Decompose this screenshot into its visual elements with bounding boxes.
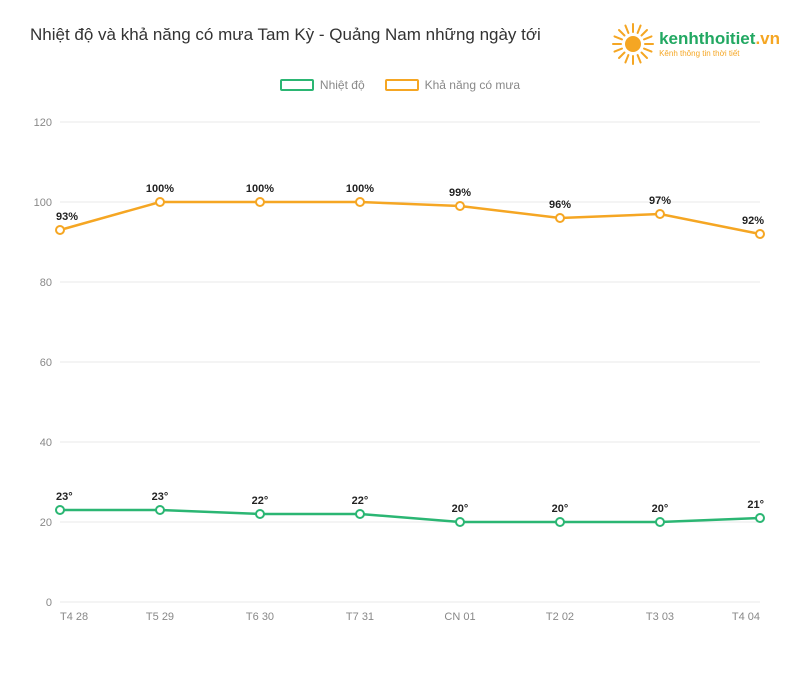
legend-item-temperature: Nhiệt độ [280, 78, 365, 92]
svg-text:92%: 92% [742, 215, 764, 227]
logo-brand-ext: .vn [755, 29, 780, 48]
svg-text:100: 100 [34, 197, 52, 209]
chart-legend: Nhiệt độ Khả năng có mưa [10, 78, 790, 92]
svg-text:T7 31: T7 31 [346, 611, 374, 623]
legend-swatch-temperature [280, 79, 314, 91]
chart-svg: 0 20 40 60 80 100 120 T4 28 T5 29 T6 30 T7 31 CN 01… [10, 102, 790, 642]
svg-text:22°: 22° [352, 495, 369, 507]
svg-text:100%: 100% [146, 183, 174, 195]
svg-text:CN 01: CN 01 [444, 611, 475, 623]
svg-text:21°: 21° [747, 499, 764, 511]
svg-text:97%: 97% [649, 195, 671, 207]
logo-brand: kenhthoitiet.vn [659, 30, 780, 47]
svg-text:T3 03: T3 03 [646, 611, 674, 623]
svg-text:20°: 20° [652, 503, 669, 515]
svg-text:T6 30: T6 30 [246, 611, 274, 623]
svg-text:120: 120 [34, 117, 52, 129]
legend-label-temperature: Nhiệt độ [320, 78, 365, 92]
svg-text:99%: 99% [449, 187, 471, 199]
logo-text: kenhthoitiet.vn Kênh thông tin thời tiết [659, 30, 780, 58]
svg-text:23°: 23° [152, 491, 169, 503]
svg-text:20°: 20° [552, 503, 569, 515]
svg-text:80: 80 [40, 277, 52, 289]
legend-label-rain: Khả năng có mưa [425, 78, 520, 92]
svg-text:20: 20 [40, 517, 52, 529]
chart-container: Nhiệt độ và khả năng có mưa Tam Kỳ - Quả… [0, 0, 800, 675]
logo-brand-main: kenhthoitiet [659, 29, 755, 48]
svg-text:93%: 93% [56, 211, 78, 223]
svg-text:96%: 96% [549, 199, 571, 211]
svg-text:20°: 20° [452, 503, 469, 515]
legend-swatch-rain [385, 79, 419, 91]
svg-text:T2 02: T2 02 [546, 611, 574, 623]
svg-text:60: 60 [40, 357, 52, 369]
svg-text:100%: 100% [346, 183, 374, 195]
svg-text:T5 29: T5 29 [146, 611, 174, 623]
site-logo: kenhthoitiet.vn Kênh thông tin thời tiết [609, 20, 790, 68]
svg-text:0: 0 [46, 597, 52, 609]
svg-text:22°: 22° [252, 495, 269, 507]
svg-text:100%: 100% [246, 183, 274, 195]
svg-text:T4 04: T4 04 [732, 611, 760, 623]
svg-text:23°: 23° [56, 491, 73, 503]
chart-title: Nhiệt độ và khả năng có mưa Tam Kỳ - Quả… [10, 20, 541, 45]
header: Nhiệt độ và khả năng có mưa Tam Kỳ - Quả… [10, 20, 790, 68]
svg-text:40: 40 [40, 437, 52, 449]
svg-text:T4 28: T4 28 [60, 611, 88, 623]
sun-icon [609, 20, 657, 68]
chart-plot-area: 0 20 40 60 80 100 120 T4 28 T5 29 T6 30 T7 31 CN 01… [10, 102, 790, 642]
legend-item-rain: Khả năng có mưa [385, 78, 520, 92]
logo-tagline: Kênh thông tin thời tiết [659, 49, 780, 58]
